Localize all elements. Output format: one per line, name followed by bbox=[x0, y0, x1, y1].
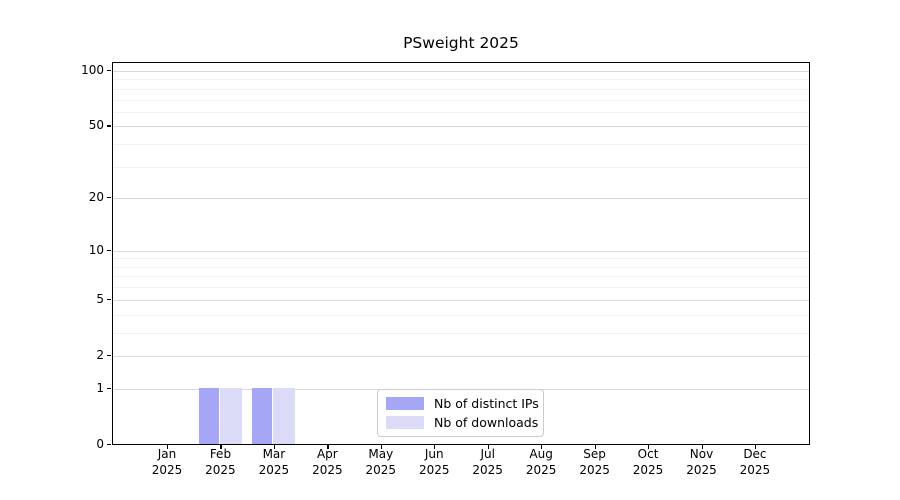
gridline-major bbox=[113, 198, 809, 200]
chart-title: PSweight 2025 bbox=[403, 34, 519, 52]
x-axis-tick-label: Dec 2025 bbox=[739, 447, 771, 477]
y-axis-tick-label: 10 bbox=[88, 242, 104, 257]
x-axis-tick-label: Sep 2025 bbox=[579, 447, 610, 477]
y-axis-tick-mark bbox=[107, 354, 111, 357]
x-axis-tick-mark bbox=[594, 445, 596, 449]
x-axis-tick-label: Aug 2025 bbox=[525, 447, 557, 477]
y-axis-tick-label: 2 bbox=[96, 347, 104, 362]
y-axis-tick-label: 5 bbox=[96, 291, 104, 306]
gridline-minor bbox=[113, 332, 809, 334]
gridline-major bbox=[113, 299, 809, 301]
legend-row: Nb of distinct IPs bbox=[386, 395, 539, 412]
gridline-minor bbox=[113, 258, 809, 260]
gridline-minor bbox=[113, 287, 809, 289]
x-axis-tick-mark bbox=[167, 445, 169, 449]
gridline-minor bbox=[113, 99, 809, 101]
x-axis-tick-mark bbox=[701, 445, 703, 449]
x-axis-tick-mark bbox=[648, 445, 650, 449]
gridline-minor bbox=[113, 266, 809, 268]
x-axis-tick-label: Jun 2025 bbox=[418, 447, 450, 477]
y-axis-tick-label: 50 bbox=[88, 118, 104, 133]
gridline-minor bbox=[113, 276, 809, 278]
x-axis-tick-label: Oct 2025 bbox=[632, 447, 664, 477]
legend-swatch-distinct-ips bbox=[386, 397, 424, 411]
y-axis-tick-label: 20 bbox=[88, 190, 104, 205]
x-axis-tick-mark bbox=[754, 445, 757, 449]
x-axis-tick-mark bbox=[273, 445, 276, 449]
gridline-major bbox=[113, 355, 809, 357]
gridline-minor bbox=[113, 144, 809, 146]
legend: Nb of distinct IPs Nb of downloads bbox=[377, 389, 544, 437]
y-axis-tick-mark bbox=[107, 249, 111, 251]
y-axis-tick-mark bbox=[107, 125, 111, 127]
x-axis-tick-mark bbox=[487, 445, 489, 449]
gridline-major bbox=[113, 126, 809, 128]
x-axis-tick-label: May 2025 bbox=[365, 447, 397, 477]
bar-distinct-ips bbox=[198, 387, 219, 444]
y-axis-tick-mark bbox=[107, 444, 111, 446]
gridline-minor bbox=[113, 314, 809, 316]
y-axis-tick-label: 100 bbox=[81, 62, 104, 77]
x-axis-tick-label: Jul 2025 bbox=[472, 447, 503, 477]
plot-area bbox=[112, 62, 810, 445]
gridline-minor bbox=[113, 79, 809, 81]
bar-downloads bbox=[219, 387, 242, 444]
legend-label: Nb of distinct IPs bbox=[434, 396, 539, 412]
x-axis-tick-mark bbox=[434, 445, 436, 449]
bar-distinct-ips bbox=[252, 387, 273, 444]
y-axis-tick-mark bbox=[107, 298, 111, 300]
x-axis-tick-mark bbox=[380, 445, 382, 449]
gridline-major bbox=[113, 250, 809, 252]
x-axis-tick-label: Nov 2025 bbox=[686, 447, 717, 477]
legend-label: Nb of downloads bbox=[434, 414, 539, 430]
gridline-minor bbox=[113, 88, 809, 90]
x-axis-tick-label: Mar 2025 bbox=[258, 447, 290, 477]
x-axis-tick-mark bbox=[541, 445, 543, 449]
y-axis-tick-mark bbox=[107, 197, 111, 199]
x-axis-tick-label: Apr 2025 bbox=[312, 447, 343, 477]
gridline-major bbox=[113, 70, 809, 72]
x-axis-tick-label: Feb 2025 bbox=[205, 447, 236, 477]
legend-swatch-downloads bbox=[386, 415, 424, 429]
y-axis-tick-mark bbox=[107, 387, 111, 389]
y-axis-tick-label: 0 bbox=[96, 437, 104, 451]
bar-downloads bbox=[273, 387, 296, 444]
y-axis-tick-label: 1 bbox=[96, 380, 104, 395]
legend-row: Nb of downloads bbox=[386, 414, 539, 431]
gridline-minor bbox=[113, 111, 809, 113]
x-axis-tick-mark bbox=[220, 445, 222, 449]
gridline-minor bbox=[113, 166, 809, 168]
x-axis-tick-label: Jan 2025 bbox=[151, 447, 183, 477]
x-axis-tick-mark bbox=[327, 445, 329, 449]
y-axis-tick-mark bbox=[107, 69, 111, 72]
